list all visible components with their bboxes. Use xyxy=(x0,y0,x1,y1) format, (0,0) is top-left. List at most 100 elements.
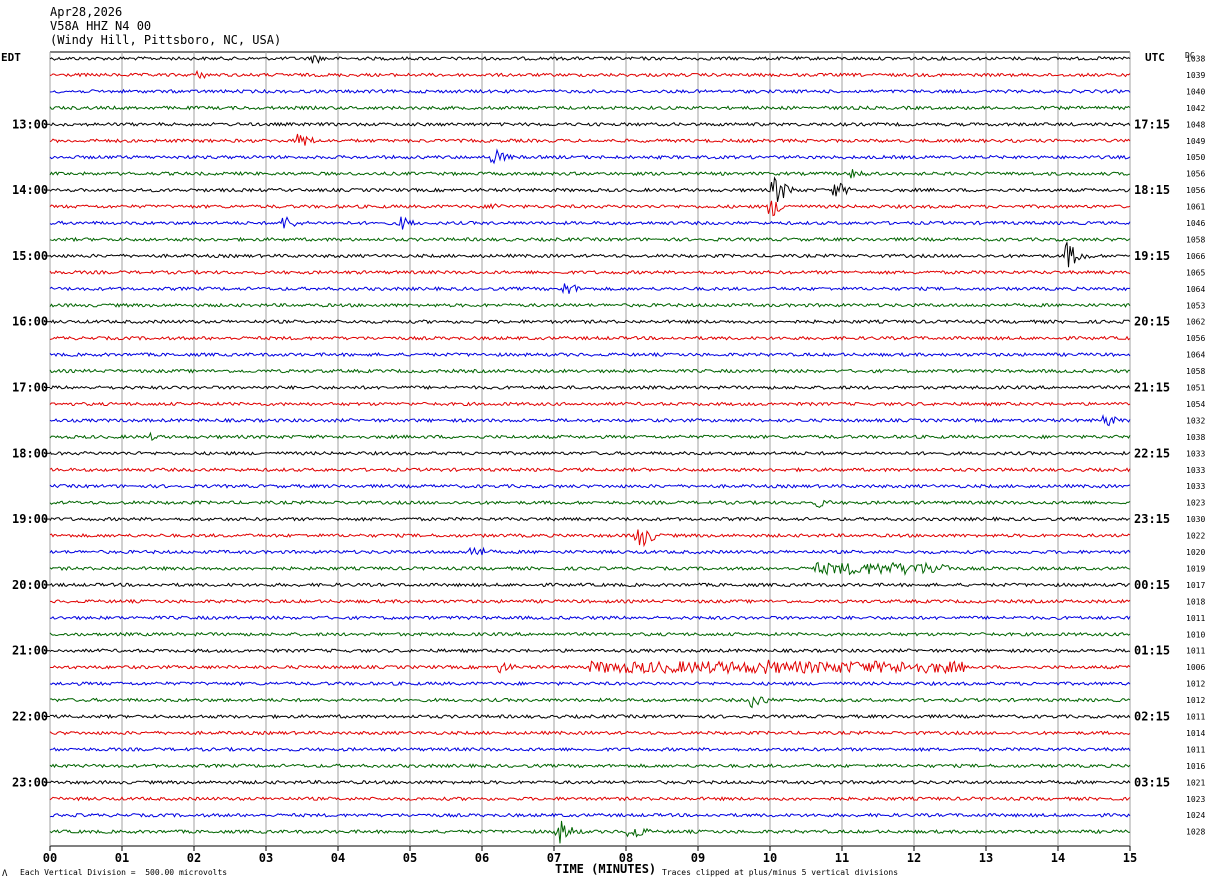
seismic-trace xyxy=(49,730,1131,736)
seismic-trace xyxy=(49,516,1131,522)
utc-hour-label: 21:15 xyxy=(1134,381,1170,395)
seismic-trace xyxy=(49,680,1131,687)
dc-corner-label: DC xyxy=(1185,51,1195,60)
seismic-trace xyxy=(49,176,1131,203)
dc-offset-label: 1016 xyxy=(1186,762,1205,771)
dc-offset-label: 1046 xyxy=(1186,219,1205,228)
edt-hour-label: 15:00 xyxy=(12,249,48,263)
seismic-trace xyxy=(49,242,1131,268)
edt-hour-label: 14:00 xyxy=(12,183,48,197)
seismic-trace xyxy=(49,200,1131,217)
x-tick-label: 08 xyxy=(619,851,633,865)
seismic-trace xyxy=(49,561,1131,577)
dc-offset-label: 1012 xyxy=(1186,680,1205,689)
utc-hour-label: 18:15 xyxy=(1134,183,1170,197)
dc-offset-label: 1012 xyxy=(1186,696,1205,705)
x-tick-label: 00 xyxy=(43,851,57,865)
x-tick-label: 06 xyxy=(475,851,489,865)
seismic-trace xyxy=(49,431,1131,442)
seismic-trace xyxy=(49,696,1131,709)
dc-offset-label: 1058 xyxy=(1186,235,1205,244)
seismic-trace xyxy=(49,88,1131,94)
dc-offset-label: 1038 xyxy=(1186,433,1205,442)
utc-hour-label: 19:15 xyxy=(1134,249,1170,263)
seismic-trace xyxy=(49,779,1131,785)
x-tick-label: 01 xyxy=(115,851,129,865)
dc-offset-label: 1033 xyxy=(1186,449,1205,458)
x-tick-label: 11 xyxy=(835,851,849,865)
seismic-trace xyxy=(49,121,1131,127)
seismic-trace xyxy=(49,483,1131,489)
utc-hour-label: 03:15 xyxy=(1134,775,1170,789)
dc-offset-label: 1033 xyxy=(1186,466,1205,475)
seismic-trace xyxy=(49,763,1131,769)
dc-offset-label: 1021 xyxy=(1186,778,1205,787)
edt-hour-label: 20:00 xyxy=(12,578,48,592)
seismic-trace xyxy=(49,384,1131,391)
dc-offset-label: 1053 xyxy=(1186,301,1205,310)
utc-hour-label: 00:15 xyxy=(1134,578,1170,592)
seismic-trace xyxy=(49,216,1131,230)
dc-offset-label: 1056 xyxy=(1186,170,1205,179)
utc-hour-label: 01:15 xyxy=(1134,644,1170,658)
x-tick-label: 15 xyxy=(1123,851,1137,865)
x-tick-label: 07 xyxy=(547,851,561,865)
seismic-trace xyxy=(49,450,1131,456)
seismic-trace xyxy=(49,335,1131,341)
edt-hour-label: 23:00 xyxy=(12,775,48,789)
edt-hour-label: 13:00 xyxy=(12,117,48,131)
station-location: (Windy Hill, Pittsboro, NC, USA) xyxy=(50,33,282,47)
seismic-trace xyxy=(49,368,1131,374)
x-tick-label: 04 xyxy=(331,851,345,865)
dc-offset-label: 1023 xyxy=(1186,795,1205,804)
seismic-trace xyxy=(49,631,1131,637)
corner-mark: Λ xyxy=(2,869,8,879)
seismic-trace xyxy=(49,659,1131,675)
x-tick-label: 12 xyxy=(907,851,921,865)
seismic-trace xyxy=(49,820,1131,844)
dc-offset-label: 1042 xyxy=(1186,104,1205,113)
seismic-trace xyxy=(49,269,1131,275)
seismic-trace xyxy=(49,529,1131,548)
seismic-trace xyxy=(49,413,1131,427)
dc-offset-label: 1017 xyxy=(1186,581,1205,590)
dc-offset-label: 1056 xyxy=(1186,334,1205,343)
utc-hour-label: 23:15 xyxy=(1134,512,1170,526)
dc-offset-label: 1048 xyxy=(1186,120,1205,129)
seismic-trace xyxy=(49,499,1131,509)
seismic-trace xyxy=(49,812,1131,818)
seismic-trace xyxy=(49,746,1131,753)
dc-offset-label: 1061 xyxy=(1186,203,1205,212)
dc-offset-label: 1051 xyxy=(1186,384,1205,393)
dc-offset-label: 1020 xyxy=(1186,548,1205,557)
seismic-trace xyxy=(49,713,1131,720)
dc-offset-label: 1058 xyxy=(1186,367,1205,376)
x-axis-title: TIME (MINUTES) xyxy=(555,862,657,876)
dc-offset-label: 1033 xyxy=(1186,482,1205,491)
dc-offset-label: 1050 xyxy=(1186,153,1205,162)
seismic-trace xyxy=(49,582,1130,588)
utc-hour-label: 02:15 xyxy=(1134,710,1170,724)
seismic-trace xyxy=(49,133,1131,146)
dc-offset-label: 1028 xyxy=(1186,828,1205,837)
dc-offset-label: 1018 xyxy=(1186,597,1205,606)
x-tick-label: 03 xyxy=(259,851,273,865)
seismic-trace xyxy=(49,796,1131,802)
utc-hour-label: 22:15 xyxy=(1134,446,1170,460)
dc-offset-label: 1024 xyxy=(1186,811,1205,820)
x-tick-label: 09 xyxy=(691,851,705,865)
dc-offset-label: 1066 xyxy=(1186,252,1205,261)
seismic-trace xyxy=(49,648,1131,654)
edt-hour-label: 19:00 xyxy=(12,512,48,526)
edt-hour-label: 16:00 xyxy=(12,315,48,329)
dc-offset-label: 1056 xyxy=(1186,186,1205,195)
utc-hour-label: 17:15 xyxy=(1134,117,1170,131)
seismic-trace xyxy=(49,615,1131,621)
dc-offset-label: 1032 xyxy=(1186,416,1205,425)
dc-offset-label: 1065 xyxy=(1186,268,1205,277)
x-tick-label: 13 xyxy=(979,851,993,865)
seismic-trace xyxy=(49,319,1131,325)
seismic-trace xyxy=(49,69,1131,80)
dc-offset-label: 1040 xyxy=(1186,87,1205,96)
